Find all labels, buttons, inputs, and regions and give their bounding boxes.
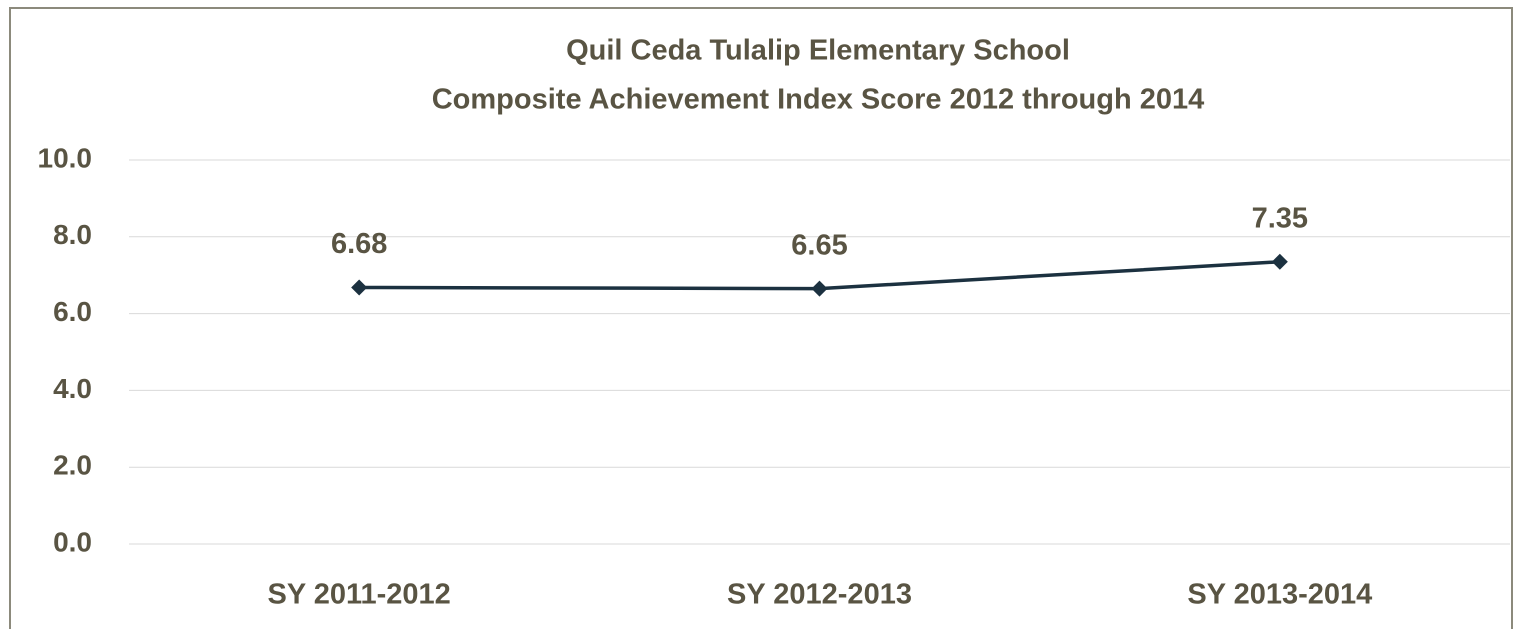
chart-title: Composite Achievement Index Score 2012 t… <box>432 84 1205 116</box>
chart-frame <box>9 7 1513 629</box>
y-tick-label: 4.0 <box>53 373 92 404</box>
marker <box>351 279 368 296</box>
data-label: 7.35 <box>1252 202 1308 234</box>
x-tick-label: SY 2011-2012 <box>268 579 451 611</box>
y-tick-label: 2.0 <box>53 450 92 481</box>
x-tick-label: SY 2012-2013 <box>727 579 912 611</box>
y-tick-label: 0.0 <box>53 526 92 557</box>
x-tick-label: SY 2013-2014 <box>1187 579 1372 611</box>
marker <box>1271 253 1288 270</box>
data-label: 6.65 <box>791 229 847 261</box>
y-tick-label: 8.0 <box>53 219 92 250</box>
y-tick-label: 6.0 <box>53 296 92 327</box>
y-tick-label: 10.0 <box>38 142 93 173</box>
chart-title: Quil Ceda Tulalip Elementary School <box>566 35 1070 67</box>
data-label: 6.68 <box>331 228 387 260</box>
marker <box>811 280 828 297</box>
